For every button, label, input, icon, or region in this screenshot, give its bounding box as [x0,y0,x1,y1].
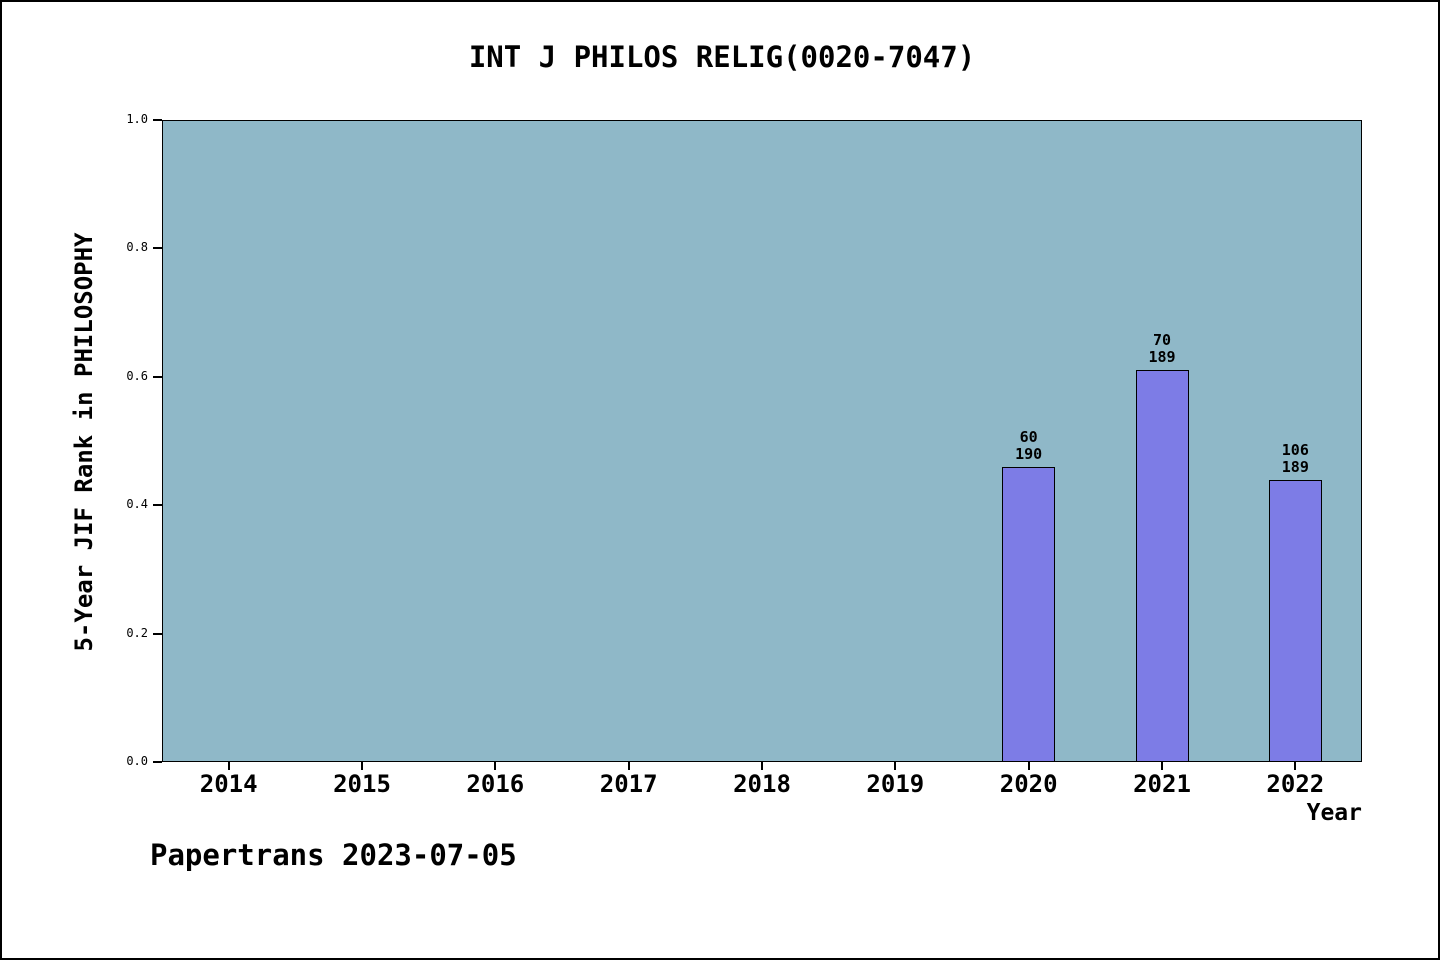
bar-value-line: 70 [1152,331,1172,350]
bar-value-line: 106 [1281,440,1309,459]
x-tick-mark [1294,762,1297,770]
bar-2021 [1135,370,1189,762]
y-axis-label: 5-Year JIF Rank in PHILOSOPHY [70,232,98,652]
chart-title: INT J PHILOS RELIG(0020-7047) [468,40,976,74]
x-tick-mark [1161,762,1163,770]
y-tick-label: 0.2 [126,625,148,640]
x-tick-label-2017: 2017 [599,770,658,798]
y-tick-label: 0.6 [126,368,148,383]
x-tick-mark [227,762,230,770]
bar-value-label-2021: 70 189 [1102,332,1222,366]
x-tick-mark [894,762,897,770]
x-tick-label-2016: 2016 [466,770,525,798]
y-tick-label: 1.0 [126,112,148,126]
x-tick-label-2018: 2018 [733,770,791,798]
x-tick-label-2022: 2022 [1266,770,1325,798]
bar-value-label-2020: 60 190 [969,427,1089,463]
y-tick-mark [153,247,162,250]
bar-value-line: 60 [1019,427,1038,446]
x-tick-label-2021: 2021 [1133,770,1191,798]
y-tick-mark [153,761,162,763]
x-tick-label-2014: 2014 [199,770,258,798]
x-tick-label-2015: 2015 [333,770,391,798]
y-tick-label: 0.4 [126,497,148,512]
watermark-text: Papertrans 2023-07-05 [150,838,517,872]
bar-value-line: 189 [1281,457,1309,476]
x-axis-label: Year [1306,800,1362,826]
y-tick-mark [153,504,162,507]
x-tick-label-2020: 2020 [999,770,1058,798]
y-tick-label: 0.8 [126,240,148,255]
y-tick-label: 0.0 [126,754,148,768]
x-tick-mark [761,762,763,770]
x-tick-label-2019: 2019 [866,770,925,798]
x-tick-mark [361,762,363,770]
bar-value-line: 190 [1015,444,1043,463]
y-tick-mark [153,375,162,378]
x-tick-mark [494,762,497,770]
bar-2022 [1268,479,1322,762]
x-tick-mark [1027,762,1030,770]
y-tick-mark [153,119,162,121]
x-tick-mark [627,762,630,770]
bar-value-label-2022: 106 189 [1235,440,1355,476]
bar-2020 [1002,466,1056,762]
bar-value-line: 189 [1148,348,1176,367]
y-tick-mark [153,632,162,635]
